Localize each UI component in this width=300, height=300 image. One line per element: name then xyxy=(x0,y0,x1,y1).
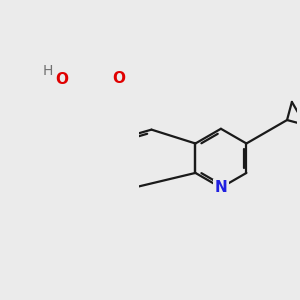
Text: O: O xyxy=(112,70,125,86)
Text: N: N xyxy=(214,180,227,195)
Text: O: O xyxy=(56,72,69,87)
Text: H: H xyxy=(43,64,53,78)
